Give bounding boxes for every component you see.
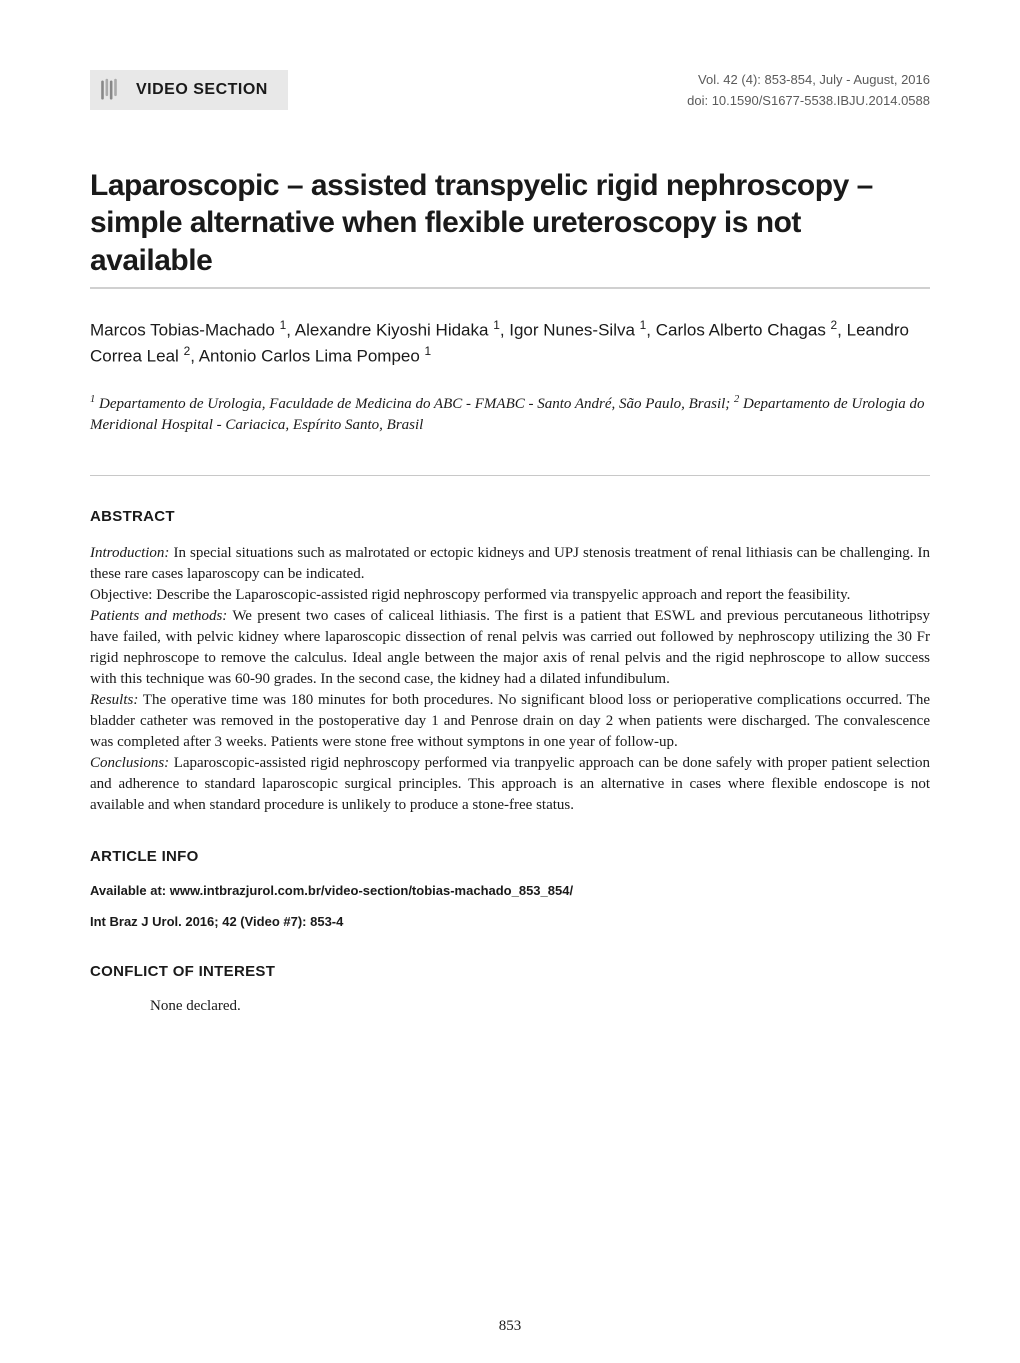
doi: doi: 10.1590/S1677-5538.IBJU.2014.0588 — [687, 91, 930, 112]
abstract-paragraph: Conclusions: Laparoscopic-assisted rigid… — [90, 753, 930, 816]
abstract-paragraph-label: Results: — [90, 692, 138, 708]
available-at-url: www.intbrazjurol.com.br/video-section/to… — [170, 883, 573, 898]
abstract-paragraph: Patients and methods: We present two cas… — [90, 606, 930, 690]
header-meta: Vol. 42 (4): 853-854, July - August, 201… — [687, 70, 930, 112]
abstract-paragraph-label: Objective: — [90, 587, 152, 603]
citation: Int Braz J Urol. 2016; 42 (Video #7): 85… — [90, 914, 930, 929]
volume-issue: Vol. 42 (4): 853-854, July - August, 201… — [687, 70, 930, 91]
abstract-paragraph: Results: The operative time was 180 minu… — [90, 690, 930, 753]
abstract-paragraph-label: Conclusions: — [90, 755, 169, 771]
divider — [90, 475, 930, 476]
section-badge: VIDEO SECTION — [90, 70, 288, 110]
abstract-paragraph-label: Patients and methods: — [90, 608, 227, 624]
abstract-heading: ABSTRACT — [90, 508, 930, 525]
abstract-paragraph-text: Describe the Laparoscopic-assisted rigid… — [152, 587, 850, 603]
conflict-text: None declared. — [150, 998, 930, 1015]
conflict-heading: CONFLICT OF INTEREST — [90, 963, 930, 980]
abstract-paragraph-label: Introduction: — [90, 545, 169, 561]
page-number: 853 — [499, 1318, 522, 1335]
abstract-paragraph-text: The operative time was 180 minutes for b… — [90, 692, 930, 750]
header-row: VIDEO SECTION Vol. 42 (4): 853-854, July… — [90, 70, 930, 112]
available-at: Available at: www.intbrazjurol.com.br/vi… — [90, 883, 930, 898]
abstract-paragraph-text: Laparoscopic-assisted rigid nephroscopy … — [90, 755, 930, 813]
abstract-paragraph-text: In special situations such as malrotated… — [90, 545, 930, 582]
title-underline — [90, 287, 930, 289]
section-label: VIDEO SECTION — [136, 81, 268, 99]
abstract-paragraph: Objective: Describe the Laparoscopic-ass… — [90, 585, 930, 606]
journal-logo-icon — [94, 75, 124, 105]
article-title: Laparoscopic – assisted transpyelic rigi… — [90, 167, 930, 280]
authors-list: Marcos Tobias-Machado 1, Alexandre Kiyos… — [90, 317, 930, 370]
available-at-label: Available at: — [90, 883, 170, 898]
affiliations: 1 Departamento de Urologia, Faculdade de… — [90, 392, 930, 438]
abstract-body: Introduction: In special situations such… — [90, 543, 930, 816]
article-info-heading: ARTICLE INFO — [90, 848, 930, 865]
abstract-paragraph: Introduction: In special situations such… — [90, 543, 930, 585]
